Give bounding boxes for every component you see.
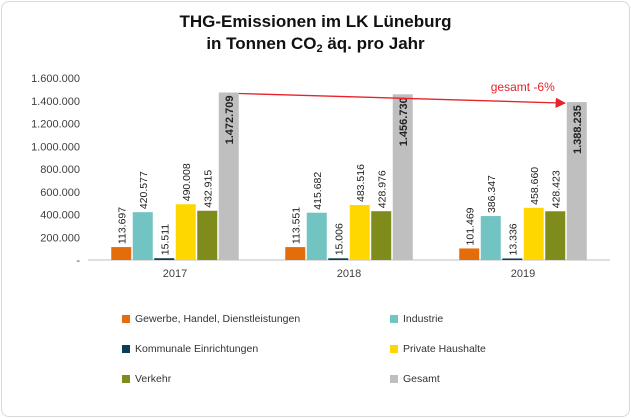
data-label: 13.336: [507, 223, 519, 255]
bar-3-2: [523, 207, 544, 260]
y-tick-label: 1.400.000: [31, 96, 80, 108]
bar-1-0: [132, 212, 153, 260]
annotation-arrow: [238, 92, 567, 109]
legend-swatch: [122, 375, 130, 383]
y-tick-label: 800.000: [40, 164, 80, 176]
legend-label: Industrie: [403, 313, 444, 325]
chart-subtitle-pre: in Tonnen CO: [206, 34, 317, 53]
bar-5-1: [392, 94, 413, 260]
data-label: 1.472.709: [224, 95, 236, 144]
bar-5-0: [218, 92, 239, 260]
data-label: 113.697: [116, 207, 128, 244]
bar-2-0: [154, 258, 175, 260]
data-label: 432.915: [202, 170, 214, 208]
y-tick-label: 600.000: [40, 187, 80, 199]
chart-title: THG-Emissionen im LK Lüneburg: [179, 12, 452, 31]
legend-swatch: [390, 345, 398, 353]
legend-item: Verkehr: [122, 373, 171, 385]
legend-item: Industrie: [390, 313, 443, 325]
data-label: 415.682: [312, 172, 324, 210]
data-label: 428.423: [550, 170, 562, 208]
bar-1-2: [480, 216, 501, 260]
legend-item: Gewerbe, Handel, Dienstleistungen: [122, 313, 300, 325]
y-tick-label: 1.600.000: [31, 73, 80, 85]
bar-1-1: [306, 212, 327, 260]
legend-swatch: [122, 315, 130, 323]
legend-label: Gesamt: [403, 373, 440, 385]
data-label: 1.456.730: [398, 97, 410, 146]
chart-subtitle-post: äq. pro Jahr: [322, 34, 425, 53]
y-tick-label: 400.000: [40, 210, 80, 222]
legend-label: Verkehr: [135, 373, 172, 385]
chart-title-line-2: in Tonnen CO2 äq. pro Jahr: [0, 34, 631, 55]
data-label: 490.008: [181, 163, 193, 201]
data-label: 15.511: [159, 224, 171, 255]
data-label: 113.551: [290, 207, 302, 244]
annotation-label: gesamt -6%: [491, 80, 555, 94]
data-label: 458.660: [529, 167, 541, 205]
y-tick-label: -: [76, 255, 80, 267]
bar-2-1: [328, 258, 349, 260]
y-tick-label: 1.000.000: [31, 141, 80, 153]
bar-4-2: [545, 211, 566, 260]
chart-title-line-1: THG-Emissionen im LK Lüneburg: [0, 12, 631, 32]
y-tick-label: 200.000: [40, 232, 80, 244]
legend-item: Private Haushalte: [390, 343, 486, 355]
x-tick-label: 2019: [511, 268, 535, 280]
bar-4-1: [371, 211, 392, 260]
bar-5-2: [566, 102, 587, 260]
bar-0-2: [459, 248, 480, 260]
bar-4-0: [197, 210, 218, 260]
data-label: 101.469: [464, 207, 476, 245]
data-label: 15.006: [333, 223, 345, 255]
legend-swatch: [390, 375, 398, 383]
x-tick-label: 2017: [163, 268, 187, 280]
data-label: 1.388.235: [572, 105, 584, 154]
data-label: 420.577: [138, 171, 150, 209]
legend-item: Kommunale Einrichtungen: [122, 343, 258, 355]
legend-item: Gesamt: [390, 373, 440, 385]
legend-label: Gewerbe, Handel, Dienstleistungen: [135, 313, 301, 325]
chart-plot: - 200.000 400.000 600.000 800.000 1.000.000 1.…: [31, 73, 610, 280]
x-tick-label: 2018: [337, 268, 361, 280]
bar-0-1: [285, 247, 306, 260]
data-label: 386.347: [486, 175, 498, 213]
legend-label: Private Haushalte: [403, 343, 486, 355]
data-label: 428.976: [376, 170, 388, 208]
bar-3-1: [349, 205, 370, 260]
legend-label: Kommunale Einrichtungen: [135, 343, 259, 355]
legend-swatch: [122, 345, 130, 353]
y-tick-label: 1.200.000: [31, 119, 80, 131]
legend-swatch: [390, 315, 398, 323]
bar-2-2: [502, 258, 523, 260]
bar-0-0: [111, 247, 132, 260]
bar-3-0: [175, 204, 196, 260]
data-label: 483.516: [355, 164, 367, 202]
chart-subtitle-sub: 2: [316, 43, 323, 55]
